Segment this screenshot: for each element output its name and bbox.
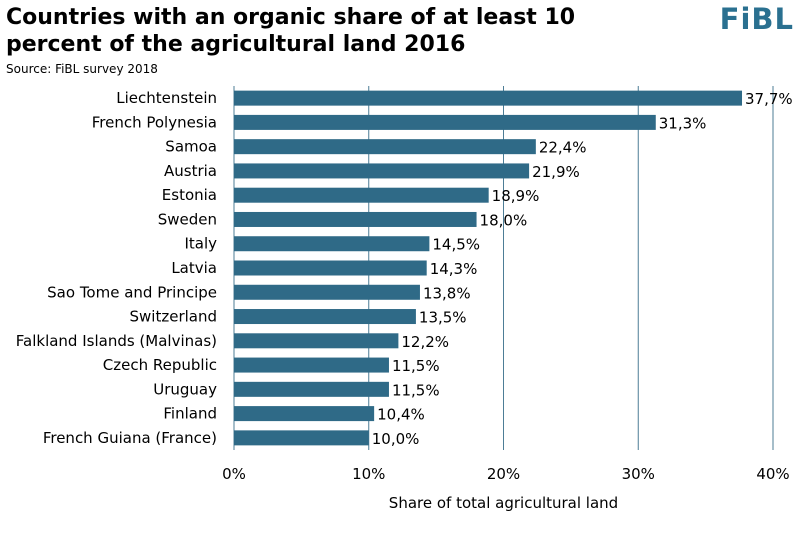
bar (234, 309, 416, 325)
x-tick-label: 40% (756, 465, 789, 483)
category-label: Estonia (162, 186, 217, 204)
data-label: 10,4% (377, 406, 425, 424)
data-label: 21,9% (532, 163, 580, 181)
x-tick-label: 0% (222, 465, 246, 483)
category-label: Latvia (171, 259, 217, 277)
category-label: Uruguay (153, 380, 217, 398)
category-label: Finland (163, 405, 217, 423)
category-label: Switzerland (130, 308, 218, 326)
bar (234, 333, 399, 349)
bar (234, 114, 656, 130)
data-label: 18,0% (480, 211, 528, 229)
bar (234, 163, 530, 179)
x-tick-label: 10% (352, 465, 385, 483)
x-tick-label: 20% (487, 465, 520, 483)
chart-title: Countries with an organic share of at le… (6, 5, 576, 57)
category-label: Austria (164, 162, 217, 180)
bar (234, 236, 430, 252)
category-label: Falkland Islands (Malvinas) (16, 332, 217, 350)
category-label: Liechtenstein (116, 89, 217, 107)
category-label: Czech Republic (103, 356, 217, 374)
bar (234, 381, 389, 397)
data-label: 37,7% (745, 90, 793, 108)
category-label: French Guiana (France) (43, 429, 217, 447)
category-label: Samoa (165, 138, 217, 156)
bar (234, 211, 477, 227)
category-label: Sao Tome and Principe (47, 283, 217, 301)
bar (234, 187, 489, 203)
bar (234, 406, 375, 422)
bar (234, 357, 389, 373)
data-label: 10,0% (372, 430, 420, 448)
x-axis-title: Share of total agricultural land (389, 494, 618, 512)
x-tick-label: 30% (622, 465, 655, 483)
bar (234, 90, 743, 106)
category-label: Italy (184, 235, 217, 253)
data-label: 22,4% (539, 139, 587, 157)
data-label: 14,5% (432, 236, 480, 254)
bar (234, 430, 369, 446)
data-label: 11,5% (392, 381, 440, 399)
data-label: 14,3% (430, 260, 478, 278)
fibl-logo: FiBL (719, 2, 794, 36)
bar (234, 139, 536, 155)
data-label: 12,2% (401, 333, 449, 351)
data-label: 13,8% (423, 284, 471, 302)
data-label: 13,5% (419, 309, 467, 327)
bar (234, 260, 427, 276)
category-label: French Polynesia (92, 113, 217, 131)
category-label: Sweden (158, 210, 217, 228)
data-label: 18,9% (492, 187, 540, 205)
source-note: Source: FiBL survey 2018 (6, 62, 158, 76)
bar (234, 284, 420, 300)
data-label: 31,3% (659, 114, 707, 132)
data-label: 11,5% (392, 357, 440, 375)
